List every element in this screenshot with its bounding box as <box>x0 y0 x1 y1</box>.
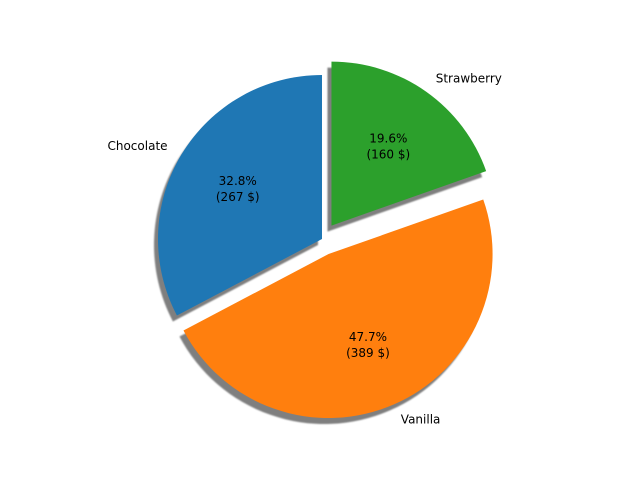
pie-percent-label-strawberry: 19.6% (160 $) <box>366 131 410 161</box>
pie-amount-value-chocolate: (267 $) <box>216 190 260 204</box>
pie-percent-label-vanilla: 47.7% (389 $) <box>346 330 390 360</box>
pie-percent-value-chocolate: 32.8% <box>219 174 257 188</box>
pie-amount-value-vanilla: (389 $) <box>346 346 390 360</box>
pie-percent-value-strawberry: 19.6% <box>369 131 407 145</box>
pie-label-layer: Chocolate 32.8% (267 $) Vanilla 47.7% (389 $)… <box>107 71 501 426</box>
pie-label-chocolate: Chocolate <box>107 139 167 153</box>
pie-slice-vanilla <box>183 199 493 419</box>
pie-amount-value-strawberry: (160 $) <box>366 147 410 161</box>
pie-percent-label-chocolate: 32.8% (267 $) <box>216 174 260 204</box>
pie-slice-chocolate <box>157 75 322 316</box>
pie-percent-value-vanilla: 47.7% <box>349 330 387 344</box>
pie-slice-layer <box>157 61 493 419</box>
pie-label-vanilla: Vanilla <box>401 412 441 426</box>
pie-slice-strawberry <box>331 61 487 226</box>
pie-label-strawberry: Strawberry <box>436 71 502 85</box>
